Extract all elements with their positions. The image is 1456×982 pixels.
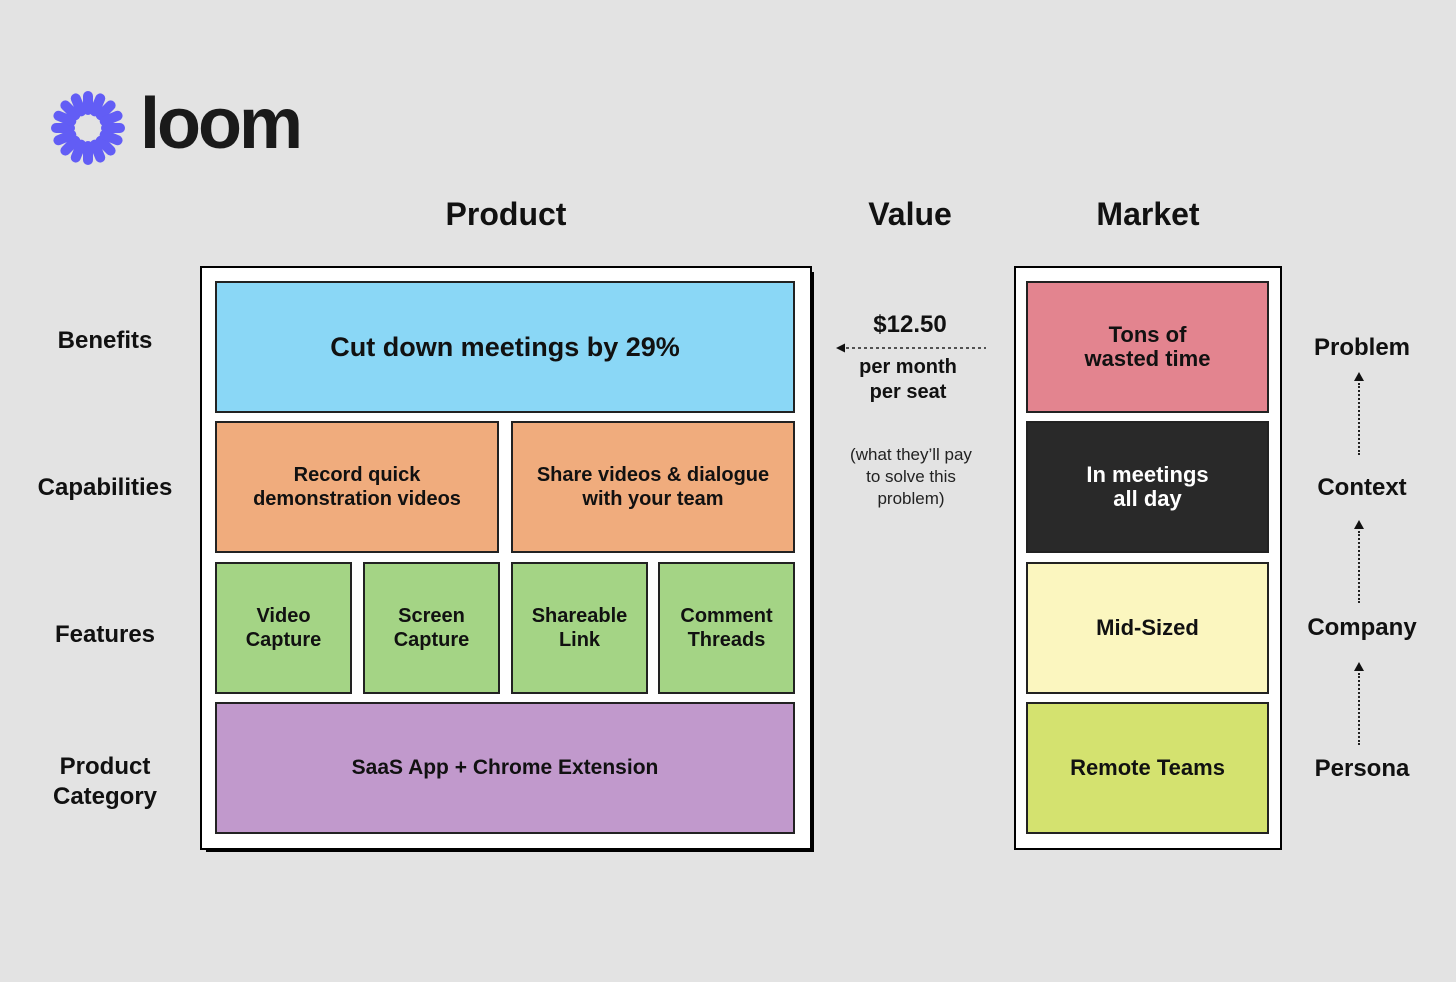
value-note-line1: (what they’ll pay: [850, 445, 972, 464]
loom-wordmark: loom: [140, 84, 303, 164]
row-label-category-line2: Category: [52, 783, 158, 810]
feature-line1: Shareable: [531, 605, 628, 627]
capability-share-videos: Share videos & dialogue with your team: [511, 421, 795, 553]
feature-comment-threads: Comment Threads: [658, 562, 795, 694]
side-label-company: Company: [1307, 614, 1417, 641]
feature-line1: Screen: [398, 605, 465, 627]
market-problem-block: Tons of wasted time: [1026, 281, 1269, 413]
arrow-up-icon: [1354, 662, 1364, 671]
feature-shareable-link: Shareable Link: [511, 562, 648, 694]
capability-line2: demonstration videos: [253, 488, 461, 510]
capability-line1: Record quick: [293, 464, 421, 486]
market-context-line1: In meetings: [1086, 462, 1209, 487]
feature-line1: Video: [256, 605, 311, 627]
value-note-line3: problem): [877, 489, 945, 508]
row-label-category-line1: Product: [59, 753, 151, 780]
feature-line2: Capture: [245, 629, 322, 651]
arrow-up-icon: [1354, 520, 1364, 529]
value-per-line1: per month: [859, 356, 957, 378]
dotted-connector: [1358, 673, 1360, 745]
side-label-persona: Persona: [1314, 755, 1410, 782]
value-note: (what they’ll pay to solve this problem): [818, 444, 1004, 510]
market-problem-line1: Tons of: [1108, 322, 1187, 347]
capability-line2: with your team: [582, 488, 724, 510]
capability-record-videos: Record quick demonstration videos: [215, 421, 499, 553]
loom-starburst-icon: [51, 91, 125, 165]
header-product: Product: [445, 195, 567, 232]
category-block: SaaS App + Chrome Extension: [215, 702, 795, 834]
row-label-benefits: Benefits: [57, 327, 153, 354]
feature-video-capture: Video Capture: [215, 562, 352, 694]
dotted-connector: [1358, 531, 1360, 603]
market-company-block: Mid-Sized: [1026, 562, 1269, 694]
capability-line1: Share videos & dialogue: [536, 464, 770, 486]
header-market: Market: [1096, 195, 1200, 232]
market-persona-block: Remote Teams: [1026, 702, 1269, 834]
value-note-line2: to solve this: [866, 467, 956, 486]
header-value: Value: [868, 195, 952, 232]
arrow-up-icon: [1354, 372, 1364, 381]
feature-line2: Threads: [687, 629, 766, 651]
side-label-context: Context: [1317, 474, 1407, 501]
row-label-features: Features: [54, 621, 156, 648]
loom-logo: loom: [50, 84, 310, 170]
market-context-line2: all day: [1113, 486, 1182, 511]
feature-line1: Comment: [680, 605, 773, 627]
feature-line2: Capture: [393, 629, 470, 651]
benefit-block: Cut down meetings by 29%: [215, 281, 795, 413]
value-per-line2: per seat: [869, 381, 947, 403]
value-per: per month per seat: [820, 355, 996, 405]
value-arrow-left: [836, 343, 986, 353]
row-label-product-category: Product Category: [20, 752, 190, 812]
row-label-capabilities: Capabilities: [37, 474, 173, 501]
market-context-block: In meetings all day: [1026, 421, 1269, 553]
value-price: $12.50: [873, 311, 947, 338]
feature-line2: Link: [558, 629, 601, 651]
market-problem-line2: wasted time: [1084, 346, 1211, 371]
dotted-connector: [1358, 383, 1360, 455]
feature-screen-capture: Screen Capture: [363, 562, 500, 694]
side-label-problem: Problem: [1313, 334, 1411, 361]
